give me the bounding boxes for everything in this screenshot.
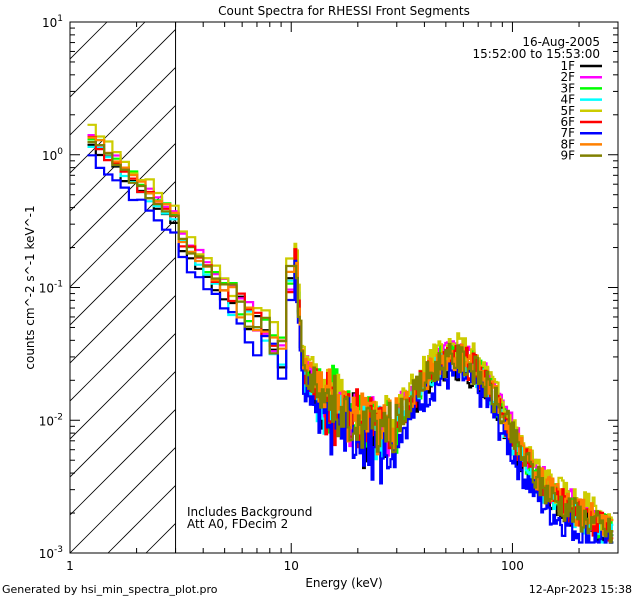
- annotation-background: Includes Background: [187, 505, 312, 519]
- legend-time-range: 15:52:00 to 15:53:00: [473, 47, 600, 61]
- y-axis-label: counts cm^-2 s^-1 keV^-1: [23, 205, 37, 369]
- y-tick-label: 10-3: [39, 545, 63, 561]
- legend-label-5F: 5F: [560, 104, 575, 118]
- y-tick-exponent: -3: [54, 545, 63, 555]
- hatch-lines: [70, 22, 640, 553]
- hatch-line: [70, 218, 176, 326]
- legend-date: 16-Aug-2005: [522, 35, 600, 49]
- y-tick-label: 10-1: [39, 280, 63, 296]
- y-tick-base: 10: [42, 16, 57, 30]
- hatch-line: [298, 22, 640, 553]
- y-tick-base: 10: [39, 547, 54, 561]
- hatch-line: [70, 446, 176, 553]
- y-tick-label: 100: [42, 147, 63, 163]
- x-tick-label: 1: [66, 559, 74, 573]
- series-line-9F: [87, 141, 614, 544]
- series-line-7F: [87, 154, 614, 544]
- annotation-attenuator: Att A0, FDecim 2: [187, 517, 288, 531]
- hatch-line: [70, 370, 176, 478]
- y-tick-exponent: -1: [54, 280, 63, 290]
- legend-label-4F: 4F: [560, 93, 575, 107]
- legend-label-8F: 8F: [560, 137, 575, 151]
- y-tick-base: 10: [39, 414, 54, 428]
- hatch-line: [222, 22, 640, 553]
- x-tick-label: 100: [501, 559, 524, 573]
- hatch-line: [70, 104, 176, 212]
- chart-title: Count Spectra for RHESSI Front Segments: [218, 4, 470, 18]
- legend-label-3F: 3F: [560, 81, 575, 95]
- y-tick-exponent: 0: [57, 147, 63, 157]
- hatch-line: [70, 256, 176, 364]
- y-tick-base: 10: [39, 282, 54, 296]
- footer-generated: Generated by hsi_min_spectra_plot.pro: [2, 583, 218, 596]
- hatch-line: [70, 28, 176, 136]
- footer-date: 12-Apr-2023 15:38: [528, 583, 632, 596]
- y-tick-label: 10-2: [39, 412, 63, 428]
- y-tick-exponent: 1: [57, 14, 63, 24]
- hatch-line: [260, 22, 640, 553]
- shaded-region: [70, 22, 640, 553]
- legend-label-1F: 1F: [560, 59, 575, 73]
- hatch-line: [70, 66, 176, 174]
- legend-label-2F: 2F: [560, 70, 575, 84]
- x-axis-label: Energy (keV): [305, 576, 382, 590]
- series-line-8F: [87, 136, 614, 536]
- hatch-line: [564, 22, 640, 553]
- legend-label-6F: 6F: [560, 115, 575, 129]
- x-tick-label: 10: [284, 559, 299, 573]
- series-group: [87, 123, 614, 544]
- y-tick-exponent: -2: [54, 412, 63, 422]
- y-tick-label: 101: [42, 14, 63, 30]
- y-tick-base: 10: [42, 149, 57, 163]
- legend-label-7F: 7F: [560, 126, 575, 140]
- hatch-line: [602, 22, 640, 553]
- hatch-line: [374, 22, 640, 553]
- legend-label-9F: 9F: [560, 149, 575, 163]
- hatch-line: [70, 408, 176, 516]
